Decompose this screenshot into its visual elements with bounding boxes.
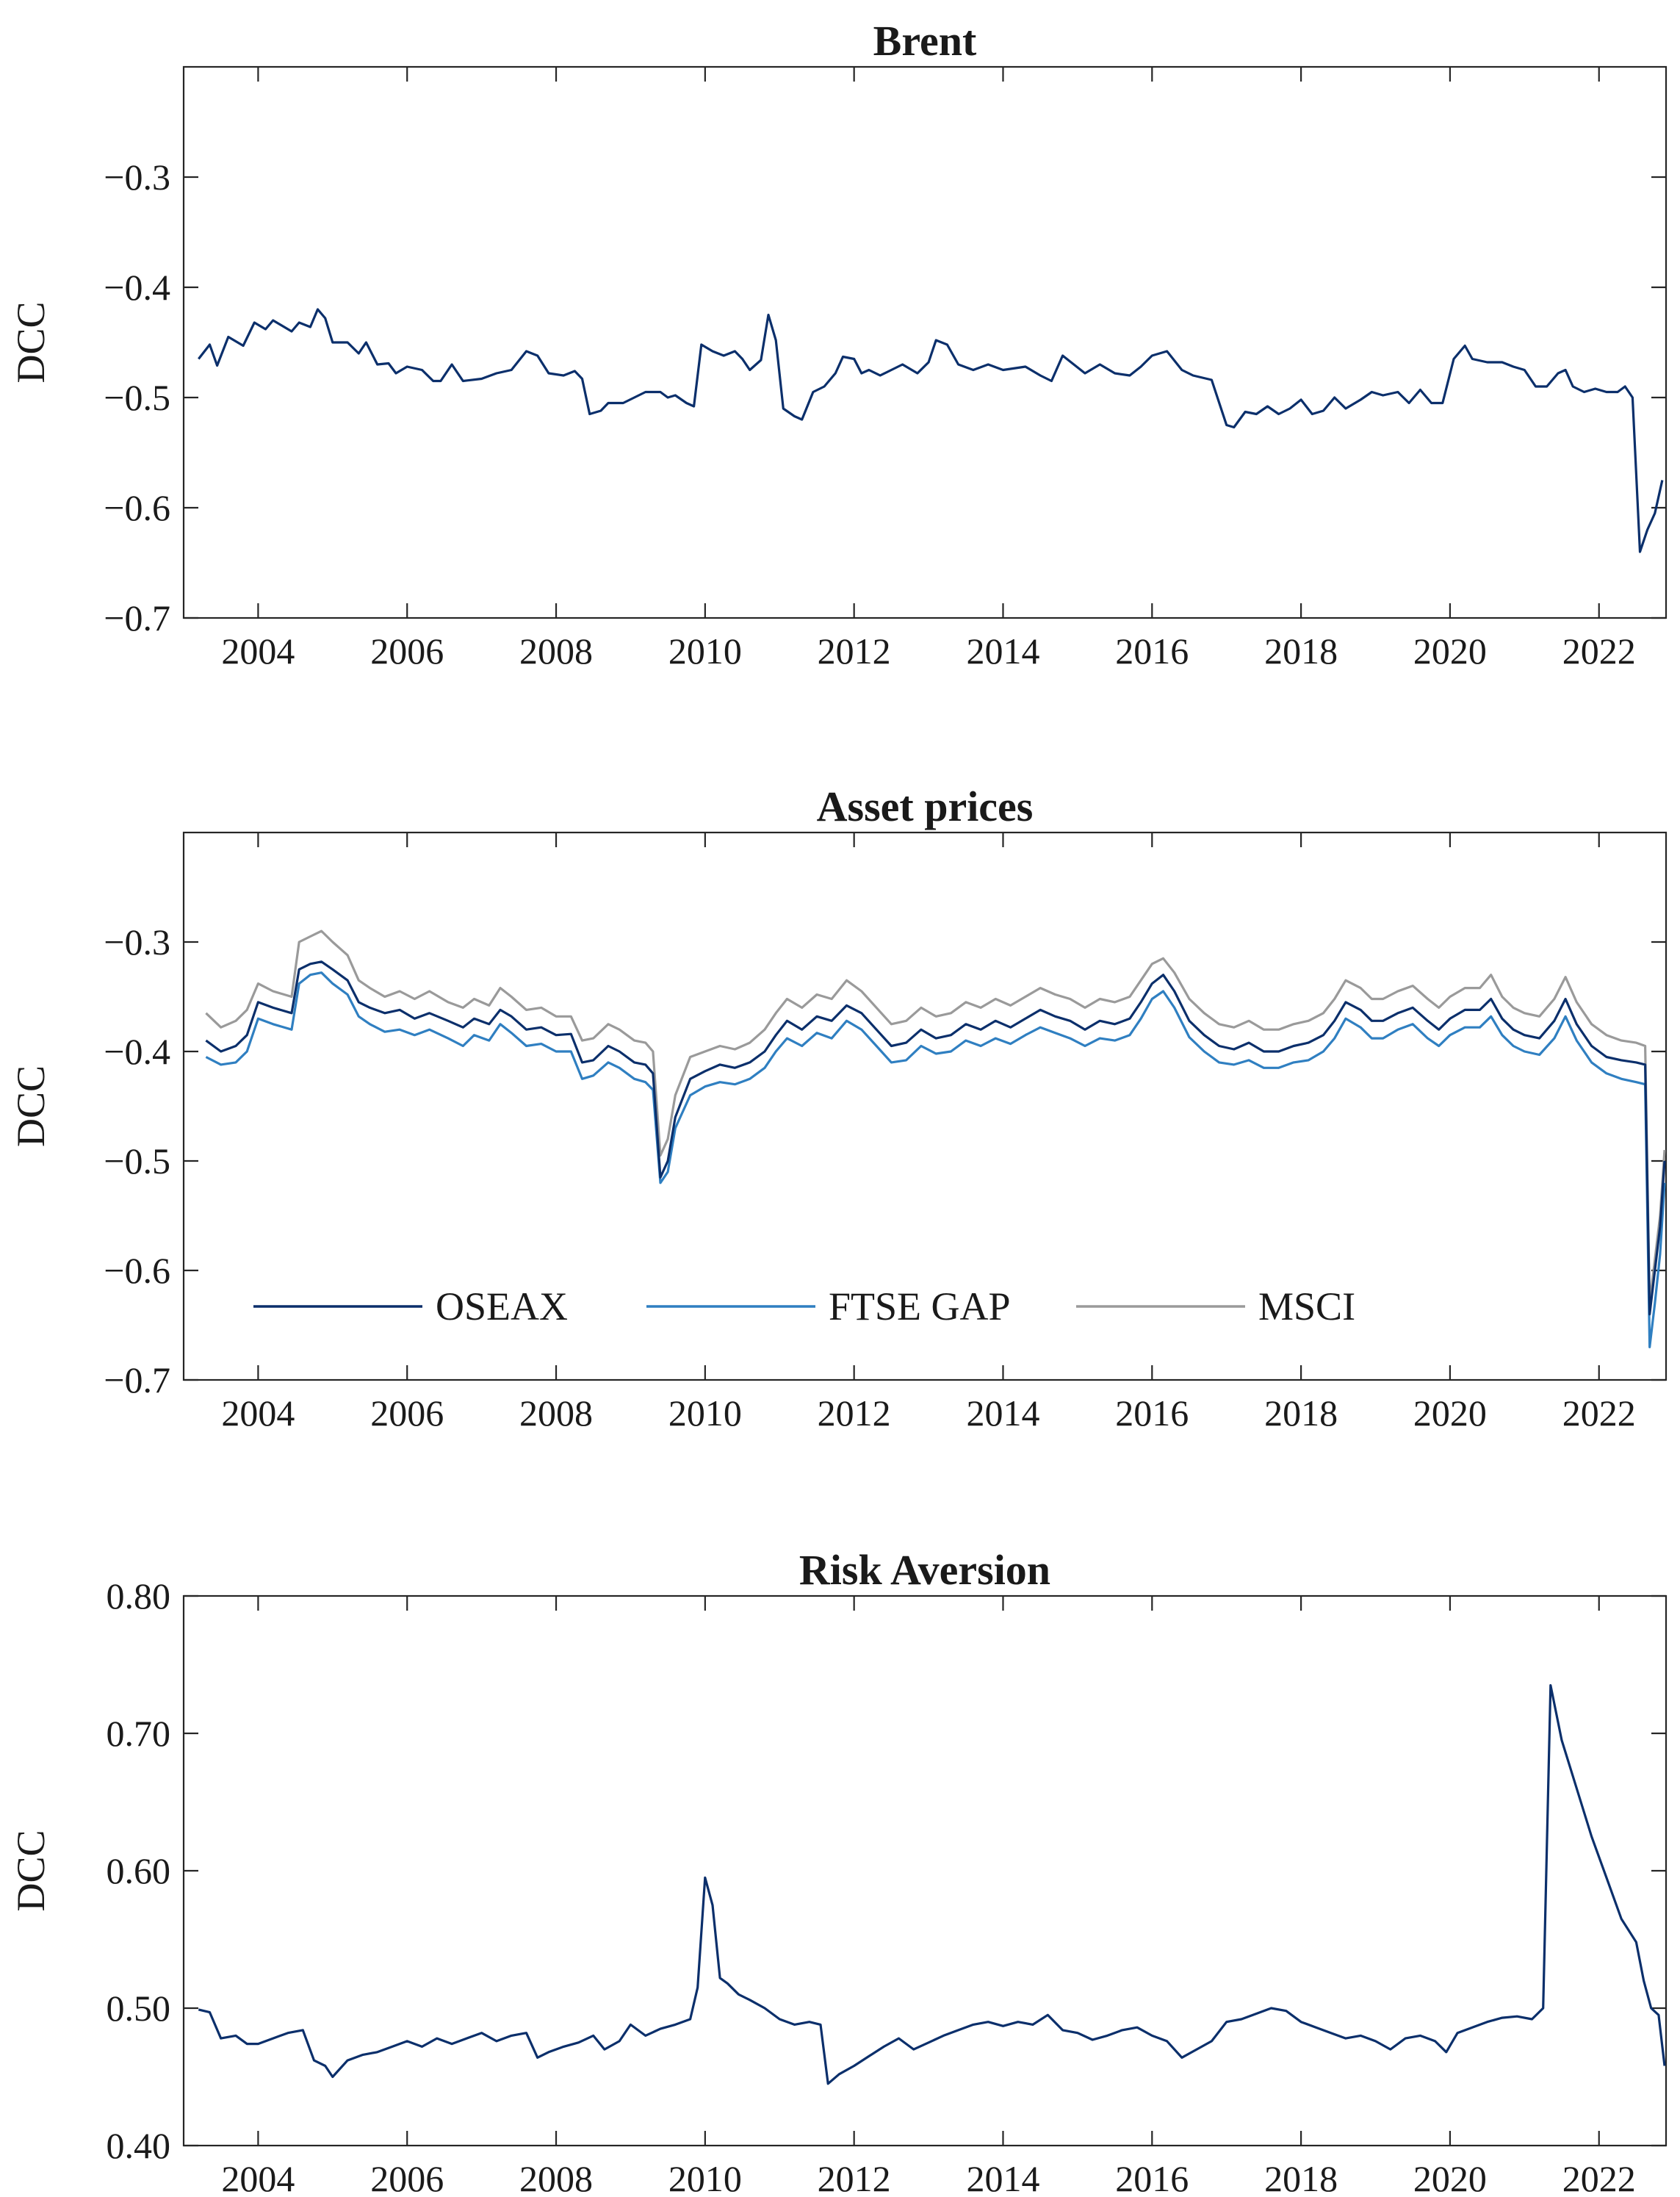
x-tick-label: 2010 (668, 1392, 742, 1434)
y-tick-label: 0.60 (107, 1850, 171, 1891)
x-tick-label: 2018 (1264, 630, 1338, 672)
x-tick-label: 2012 (818, 630, 891, 672)
x-tick-label: 2020 (1413, 2158, 1487, 2197)
x-tick-label: 2004 (221, 2158, 295, 2197)
chart-title-1: Asset prices (817, 783, 1034, 830)
y-tick-label: 0.70 (107, 1713, 171, 1754)
x-tick-label: 2010 (668, 630, 742, 672)
y-tick-label: 0.40 (107, 2125, 171, 2166)
x-tick-label: 2022 (1562, 1392, 1636, 1434)
x-tick-label: 2016 (1115, 2158, 1189, 2197)
x-tick-label: 2016 (1115, 1392, 1189, 1434)
y-tick-label: −0.3 (104, 921, 170, 963)
y-tick-label: −0.6 (104, 487, 170, 528)
y-tick-label: −0.5 (104, 1140, 170, 1182)
x-tick-label: 2004 (221, 1392, 295, 1434)
y-tick-label: −0.7 (104, 1359, 170, 1400)
x-tick-label: 2022 (1562, 2158, 1636, 2197)
series-line-ftse-gap (205, 971, 1666, 1348)
x-tick-label: 2020 (1413, 1392, 1487, 1434)
axes-box-2 (182, 1594, 1668, 2147)
series-line-oseax (205, 960, 1666, 1316)
axes-box-0 (182, 65, 1668, 619)
x-tick-label: 2014 (966, 630, 1039, 672)
x-tick-label: 2006 (370, 1392, 444, 1434)
y-tick-label: 0.50 (107, 1988, 171, 2029)
x-tick-label: 2020 (1413, 630, 1487, 672)
x-tick-label: 2018 (1264, 2158, 1338, 2197)
x-tick-label: 2008 (519, 2158, 593, 2197)
y-tick-label: −0.7 (104, 597, 170, 639)
y-tick-label: −0.6 (104, 1250, 170, 1291)
y-tick-label: −0.4 (104, 267, 170, 308)
y-tick-label: 0.80 (107, 1575, 171, 1617)
y-axis-label-1: DCC (9, 1065, 53, 1147)
x-tick-label: 2014 (966, 2158, 1039, 2197)
y-tick-label: −0.3 (104, 157, 170, 198)
x-tick-label: 2018 (1264, 1392, 1338, 1434)
axes-box-1 (182, 831, 1668, 1381)
x-tick-label: 2012 (818, 2158, 891, 2197)
x-tick-label: 2014 (966, 1392, 1039, 1434)
chart-title-0: Brent (873, 17, 977, 65)
x-tick-label: 2004 (221, 630, 295, 672)
x-tick-label: 2006 (370, 630, 444, 672)
series-line-brent (198, 308, 1664, 553)
series-line-risk-aversion (198, 1684, 1666, 2085)
x-tick-label: 2010 (668, 2158, 742, 2197)
y-axis-label-2: DCC (9, 1830, 53, 1911)
legend-label-msci: MSCI (1258, 1284, 1355, 1328)
legend-label-oseax: OSEAX (436, 1284, 568, 1328)
x-tick-label: 2012 (818, 1392, 891, 1434)
x-tick-label: 2008 (519, 630, 593, 672)
legend-label-ftse-gap: FTSE GAP (829, 1284, 1011, 1328)
x-tick-label: 2008 (519, 1392, 593, 1434)
x-tick-label: 2022 (1562, 630, 1636, 672)
chart-title-2: Risk Aversion (799, 1546, 1050, 1594)
series-line-msci (205, 930, 1666, 1305)
y-tick-label: −0.4 (104, 1031, 170, 1072)
y-tick-label: −0.5 (104, 377, 170, 418)
y-axis-label-0: DCC (9, 301, 53, 383)
x-tick-label: 2016 (1115, 630, 1189, 672)
x-tick-label: 2006 (370, 2158, 444, 2197)
